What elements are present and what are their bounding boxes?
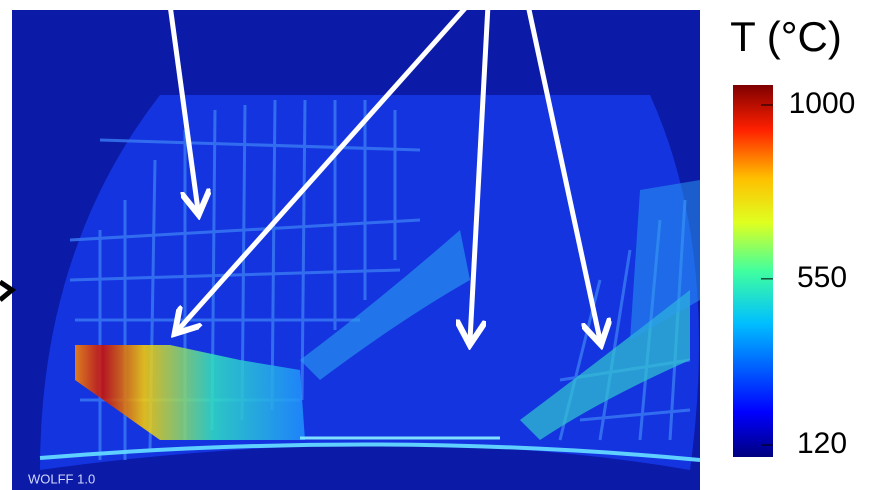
colorbar-tick-label: 550 xyxy=(797,261,847,294)
colorbar-tick-label: 120 xyxy=(797,427,847,460)
thermal-image: WOLFF 1.0 xyxy=(12,10,700,490)
colorbar-gradient xyxy=(733,85,773,457)
page: WOLFF 1.0 T (°C) 1000 550 120 xyxy=(0,0,870,490)
colorbar-title: T (°C) xyxy=(730,13,842,60)
watermark: WOLFF 1.0 xyxy=(28,471,95,486)
colorbar-tick-label: 1000 xyxy=(789,87,856,120)
edge-arrow xyxy=(0,282,12,300)
colorbar: T (°C) 1000 550 120 xyxy=(730,13,855,460)
